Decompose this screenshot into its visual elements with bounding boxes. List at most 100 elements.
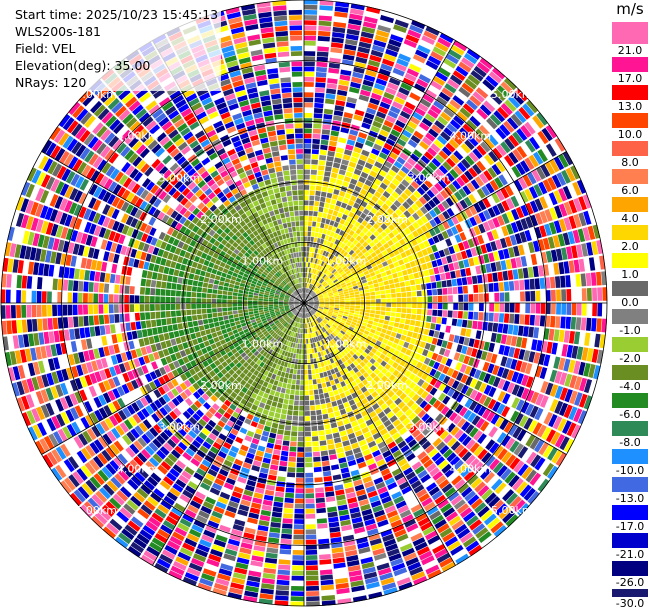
range-gate: [459, 232, 467, 241]
range-gate: [372, 383, 380, 391]
range-gate: [305, 262, 308, 268]
range-gate: [491, 164, 502, 176]
range-gate: [332, 243, 337, 250]
range-gate: [571, 345, 579, 359]
range-gate: [317, 293, 323, 297]
range-gate: [270, 330, 275, 336]
range-gate: [441, 175, 451, 186]
range-gate: [305, 288, 307, 293]
range-gate: [319, 272, 324, 277]
range-gate: [344, 44, 357, 51]
range-gate: [191, 426, 201, 435]
range-gate: [512, 426, 523, 439]
range-gate: [430, 143, 441, 153]
range-gate: [333, 115, 343, 122]
range-gate: [434, 120, 445, 130]
range-gate: [107, 390, 116, 401]
range-gate: [165, 355, 173, 364]
range-gate: [16, 397, 26, 412]
range-gate: [436, 339, 443, 347]
range-gate: [376, 299, 381, 303]
range-gate: [467, 320, 473, 329]
range-gate: [361, 248, 368, 254]
range-gate: [396, 364, 403, 372]
range-gate: [529, 472, 542, 486]
range-gate: [208, 322, 215, 329]
range-gate: [278, 343, 283, 349]
range-gate: [195, 435, 205, 445]
range-gate: [497, 391, 506, 402]
range-gate: [478, 212, 487, 223]
range-gate: [356, 333, 362, 339]
range-gate: [305, 560, 318, 566]
range-gate: [451, 519, 465, 531]
range-gate: [371, 415, 380, 423]
range-gate: [398, 276, 405, 282]
range-gate: [428, 161, 438, 171]
range-gate: [297, 441, 304, 447]
range-gate: [340, 319, 346, 324]
range-gate: [356, 342, 362, 348]
range-gate: [269, 343, 274, 349]
range-gate: [514, 280, 520, 291]
range-gate: [313, 331, 317, 337]
range-gate: [354, 185, 362, 193]
range-gate: [432, 235, 440, 244]
range-gate: [456, 382, 465, 392]
range-gate: [362, 333, 368, 339]
range-gate: [406, 453, 416, 462]
range-gate: [407, 343, 415, 351]
range-gate: [433, 370, 442, 379]
range-gate: [198, 510, 210, 519]
range-gate: [328, 182, 335, 189]
range-gate: [348, 315, 354, 319]
range-gate: [360, 171, 369, 179]
range-gate: [182, 513, 195, 523]
range-gate: [304, 293, 305, 298]
range-gate: [411, 266, 418, 273]
range-gate: [207, 450, 217, 459]
range-gate: [386, 330, 392, 336]
range-gate: [384, 378, 392, 386]
range-gate: [328, 292, 333, 295]
range-gate: [323, 326, 328, 331]
range-gate: [308, 289, 311, 294]
range-gate: [263, 308, 269, 312]
range-gate: [306, 288, 309, 294]
range-gate: [327, 386, 333, 392]
range-gate: [368, 316, 374, 321]
range-gate: [243, 532, 255, 540]
range-gate: [426, 246, 433, 255]
range-gate: [433, 361, 440, 370]
range-gate: [456, 372, 464, 382]
range-gate: [353, 168, 362, 176]
range-gate: [350, 341, 356, 348]
range-gate: [251, 555, 264, 562]
range-gate: [253, 310, 259, 314]
range-gate: [416, 218, 424, 227]
range-gate: [261, 318, 267, 322]
range-gate: [384, 436, 394, 445]
range-gate: [510, 410, 520, 423]
range-gate: [268, 394, 274, 401]
range-gate: [511, 92, 525, 105]
range-gate: [373, 368, 381, 375]
range-gate: [486, 117, 498, 130]
range-gate: [384, 334, 391, 340]
range-gate: [230, 428, 239, 436]
range-gate: [386, 411, 395, 419]
range-gate: [196, 467, 207, 477]
range-gate: [316, 282, 320, 287]
range-gate: [273, 304, 279, 307]
range-gate: [515, 481, 528, 495]
range-gate: [321, 328, 325, 333]
range-gate: [246, 580, 260, 588]
range-gate: [198, 431, 208, 441]
range-gate: [312, 353, 316, 359]
range-gate: [469, 205, 478, 216]
range-gate: [571, 303, 577, 316]
range-gate: [213, 336, 220, 343]
range-gate: [299, 328, 302, 334]
range-gate: [403, 396, 411, 404]
range-gate: [338, 261, 344, 267]
